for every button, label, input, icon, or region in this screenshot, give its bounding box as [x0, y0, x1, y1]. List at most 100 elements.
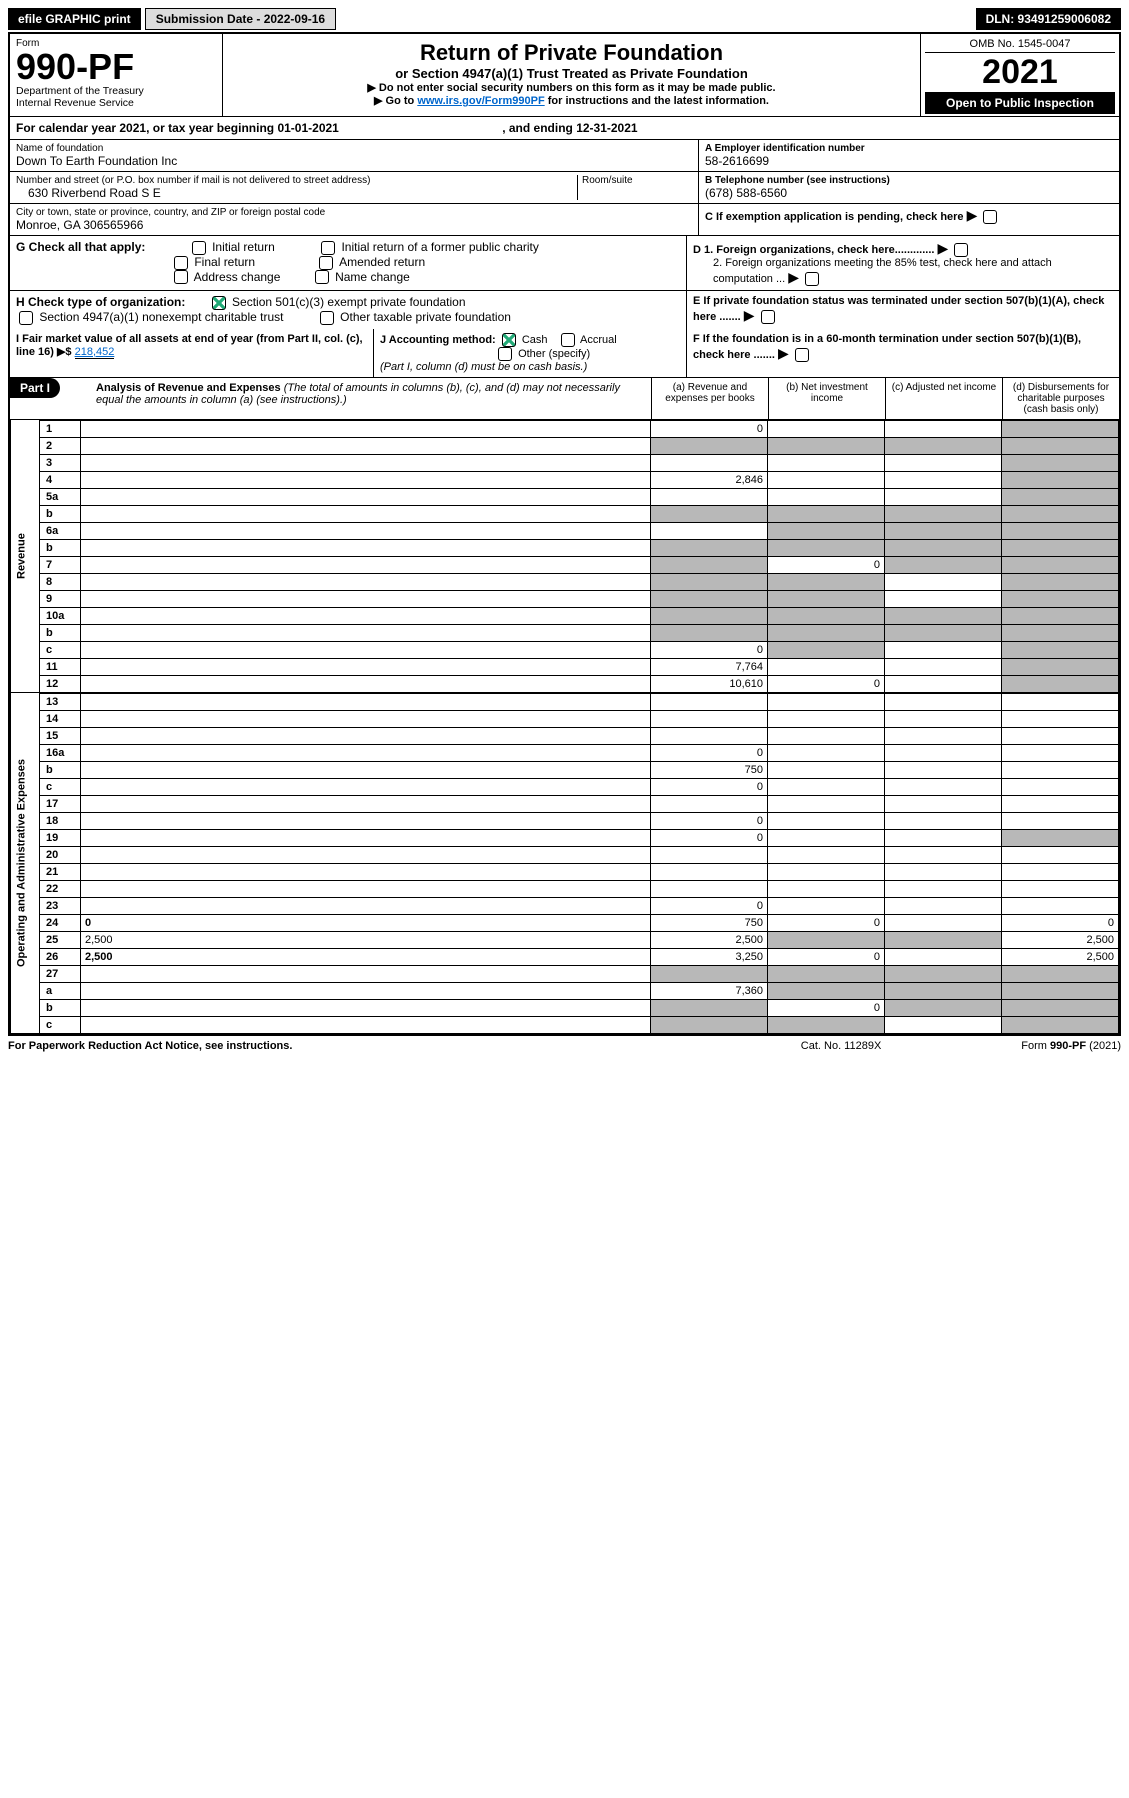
f-block: F If the foundation is in a 60-month ter…: [686, 329, 1119, 377]
line-number: 12: [40, 675, 81, 692]
d1-checkbox[interactable]: [954, 243, 968, 257]
addr-left: Name of foundation Down To Earth Foundat…: [10, 140, 698, 235]
value-cell-d: [1002, 556, 1119, 573]
g-name-change[interactable]: [315, 270, 329, 284]
foundation-name-cell: Name of foundation Down To Earth Foundat…: [10, 140, 698, 172]
f-checkbox[interactable]: [795, 348, 809, 362]
value-cell-a: [651, 710, 768, 727]
phone-cell: B Telephone number (see instructions) (6…: [699, 172, 1119, 204]
line-description: 2,500: [81, 948, 651, 965]
value-cell-a: [651, 505, 768, 522]
value-cell-d: [1002, 812, 1119, 829]
value-cell-c: [885, 795, 1002, 812]
line-description: [81, 420, 651, 437]
efile-button[interactable]: efile GRAPHIC print: [8, 8, 141, 30]
value-cell-c: [885, 863, 1002, 880]
form-header: Form 990-PF Department of the Treasury I…: [10, 34, 1119, 117]
value-cell-b: 0: [768, 948, 885, 965]
value-cell-d: [1002, 965, 1119, 982]
value-cell-c: [885, 880, 1002, 897]
j-other[interactable]: [498, 347, 512, 361]
line-description: [81, 505, 651, 522]
j-accrual[interactable]: [561, 333, 575, 347]
value-cell-c: [885, 965, 1002, 982]
value-cell-a: 0: [651, 420, 768, 437]
value-cell-d: [1002, 488, 1119, 505]
table-row: 8: [11, 573, 1119, 590]
value-cell-b: [768, 522, 885, 539]
value-cell-d: [1002, 999, 1119, 1016]
i-value[interactable]: 218,452: [75, 346, 115, 359]
value-cell-a: [651, 1016, 768, 1033]
col-a-head: (a) Revenue and expenses per books: [651, 378, 768, 419]
name-address-block: Name of foundation Down To Earth Foundat…: [10, 140, 1119, 236]
ein-value: 58-2616699: [705, 154, 1113, 168]
value-cell-a: 7,764: [651, 658, 768, 675]
value-cell-d: [1002, 675, 1119, 692]
line-description: [81, 999, 651, 1016]
value-cell-c: [885, 590, 1002, 607]
h-other-taxable[interactable]: [320, 311, 334, 325]
value-cell-c: [885, 471, 1002, 488]
value-cell-a: 750: [651, 914, 768, 931]
top-bar: efile GRAPHIC print Submission Date - 20…: [8, 8, 1121, 30]
d-block: D 1. Foreign organizations, check here..…: [687, 236, 1119, 290]
section-label: Operating and Administrative Expenses: [11, 693, 40, 1033]
e-checkbox[interactable]: [761, 310, 775, 324]
table-row: 262,5003,25002,500: [11, 948, 1119, 965]
ein-cell: A Employer identification number 58-2616…: [699, 140, 1119, 172]
line-description: [81, 863, 651, 880]
h-block: H Check type of organization: Section 50…: [10, 291, 687, 329]
instr-link[interactable]: www.irs.gov/Form990PF: [417, 95, 544, 107]
value-cell-c: [885, 488, 1002, 505]
value-cell-c: [885, 556, 1002, 573]
value-cell-b: 0: [768, 914, 885, 931]
table-row: 117,764: [11, 658, 1119, 675]
value-cell-b: [768, 761, 885, 778]
i-block: I Fair market value of all assets at end…: [10, 329, 373, 377]
revenue-table: Revenue102342,8465ab6ab708910abc0117,764…: [10, 420, 1119, 693]
value-cell-b: [768, 829, 885, 846]
line-number: 13: [40, 693, 81, 710]
line-number: 5a: [40, 488, 81, 505]
j-cash[interactable]: [502, 333, 516, 347]
g-amended[interactable]: [319, 256, 333, 270]
h-4947[interactable]: [19, 311, 33, 325]
line-number: c: [40, 778, 81, 795]
instr-1: ▶ Do not enter social security numbers o…: [229, 81, 914, 94]
g-initial-former[interactable]: [321, 241, 335, 255]
table-row: b: [11, 539, 1119, 556]
j-note: (Part I, column (d) must be on cash basi…: [380, 361, 587, 373]
c-checkbox[interactable]: [983, 210, 997, 224]
table-row: 9: [11, 590, 1119, 607]
g-address[interactable]: [174, 270, 188, 284]
g-label: G Check all that apply:: [16, 240, 145, 254]
line-description: [81, 897, 651, 914]
f-label: F If the foundation is in a 60-month ter…: [693, 333, 1081, 361]
calendar-year-row: For calendar year 2021, or tax year begi…: [10, 117, 1119, 140]
table-row: 3: [11, 454, 1119, 471]
value-cell-b: [768, 658, 885, 675]
street-label: Number and street (or P.O. box number if…: [16, 175, 577, 186]
value-cell-c: [885, 982, 1002, 999]
table-row: a7,360: [11, 982, 1119, 999]
value-cell-d: 0: [1002, 914, 1119, 931]
value-cell-b: [768, 607, 885, 624]
value-cell-b: [768, 931, 885, 948]
value-cell-d: [1002, 573, 1119, 590]
value-cell-a: [651, 556, 768, 573]
value-cell-d: [1002, 522, 1119, 539]
instr2-post: for instructions and the latest informat…: [545, 95, 769, 107]
g-final[interactable]: [174, 256, 188, 270]
footer-left: For Paperwork Reduction Act Notice, see …: [8, 1040, 801, 1052]
value-cell-d: [1002, 437, 1119, 454]
h-501c3[interactable]: [212, 296, 226, 310]
line-number: b: [40, 624, 81, 641]
value-cell-b: [768, 965, 885, 982]
g-initial-return[interactable]: [192, 241, 206, 255]
line-number: 14: [40, 710, 81, 727]
submission-date: Submission Date - 2022-09-16: [145, 8, 336, 30]
value-cell-d: [1002, 624, 1119, 641]
d2-checkbox[interactable]: [805, 272, 819, 286]
table-row: 252,5002,5002,500: [11, 931, 1119, 948]
